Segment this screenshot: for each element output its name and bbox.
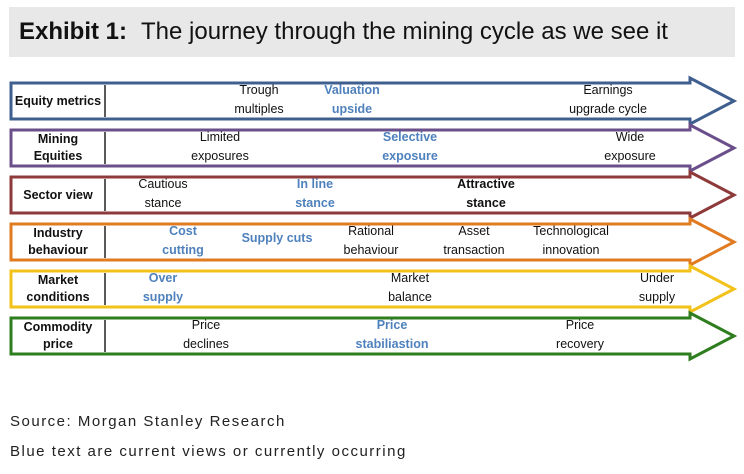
stage-label: Wide exposure [604,130,656,163]
row-arrow [9,169,738,221]
stage-label: Cautious stance [138,177,188,210]
exhibit-title: The journey through the mining cycle as … [141,18,668,45]
stage-label: Market balance [388,271,432,304]
stage-label: Selective exposure [382,130,438,163]
stage-label: Earnings upgrade cycle [569,83,647,116]
exhibit-label: Exhibit 1: [19,18,128,45]
stage-label: Rational behaviour [343,224,399,257]
row-label: Market conditions [26,273,90,304]
stage-label: Over supply [142,271,184,304]
stage-label: Price recovery [556,318,604,351]
row-arrow [9,122,738,174]
stage-label: Valuation upside [324,83,380,116]
stage-label: Asset transaction [443,224,505,257]
stage-label: Under supply [638,271,676,304]
stage-label: Limited exposures [191,130,249,163]
stage-label: Price stabiliastion [355,318,429,351]
row-label: Equity metrics [14,94,102,108]
row-label: Commodity price [23,320,93,351]
stage-label: Price declines [183,318,229,351]
stage-label: Cost cutting [162,224,204,257]
stage-label: Trough multiples [234,83,284,116]
stage-label: Supply cuts [241,231,313,245]
stage-label: Attractive stance [457,177,515,210]
source-note: Source: Morgan Stanley Research [10,413,286,430]
legend-note: Blue text are current views or currently… [10,443,407,460]
row-label: Sector view [23,188,93,202]
row-arrow [9,75,738,127]
row-arrow [9,263,738,315]
row-arrow [9,310,738,362]
row-arrow [9,216,738,268]
exhibit-header: Exhibit 1: The journey through the minin… [9,7,735,57]
stage-label: In line stance [295,177,335,210]
row-label: Mining Equities [33,132,83,163]
row-label: Industry behaviour [28,226,88,257]
stage-label: Technological innovation [533,224,609,257]
